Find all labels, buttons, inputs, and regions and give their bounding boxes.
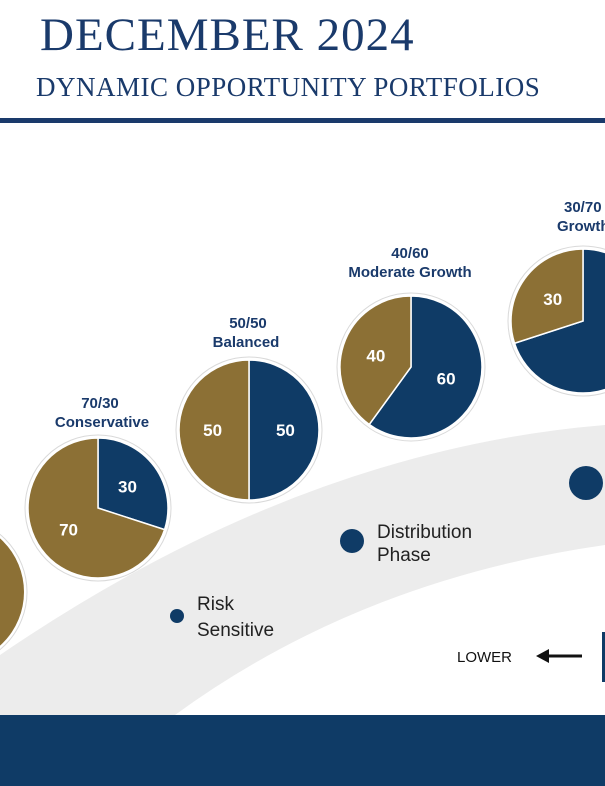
pie-slice <box>0 538 24 646</box>
pie-slice <box>27 437 166 579</box>
axis-lower-label: LOWER <box>457 649 512 666</box>
pie-name-label: Moderate Growth <box>348 264 471 281</box>
scale-bar-edge <box>602 632 605 682</box>
pie-slice <box>178 359 250 501</box>
pie-2: 50 50 <box>175 356 323 504</box>
pie-3: 60 40 <box>336 292 486 442</box>
pie-ratio-label: 50/50 <box>229 315 267 332</box>
page-title: DECEMBER 2024 <box>40 9 415 61</box>
pie-slice <box>339 295 412 426</box>
pie-slice <box>97 437 169 531</box>
point-label: Distribution <box>377 522 472 543</box>
header-divider <box>0 118 605 123</box>
pie-slice <box>368 295 483 439</box>
pie-4: 30 <box>507 245 605 397</box>
pie-slice <box>513 248 605 394</box>
pie-ratio-label: 40/60 <box>391 245 429 262</box>
lower-arrow-icon <box>536 649 549 663</box>
pie-slice-label: 70 <box>59 520 78 539</box>
point-label: Risk <box>197 594 234 615</box>
pie-slice <box>510 248 584 345</box>
pie-slice-label: 50 <box>203 421 222 440</box>
pie-name-label: Conservative <box>55 414 149 431</box>
pie-1: 30 70 <box>24 434 172 582</box>
pie-slice-label: 30 <box>543 290 562 309</box>
point-marker <box>340 529 364 553</box>
pie-slice-label: 50 <box>276 421 295 440</box>
point-label: Sensitive <box>197 620 274 641</box>
pie-ratio-label: 70/30 <box>81 395 119 412</box>
point-marker <box>170 609 184 623</box>
pie-slice-label: 30 <box>118 478 137 497</box>
pie-slice <box>248 359 320 501</box>
page-subtitle: DYNAMIC OPPORTUNITY PORTFOLIOS <box>36 72 541 102</box>
pie-name-label: Balanced <box>213 334 280 351</box>
pie-ratio-label: 30/70 <box>564 199 602 216</box>
pie-0 <box>0 533 28 651</box>
pie-name-label: Growth <box>557 218 605 235</box>
footer-band <box>0 715 605 786</box>
pie-slice-label: 60 <box>437 369 456 388</box>
point-marker <box>569 466 603 500</box>
risk-band <box>0 425 605 715</box>
pie-slice-label: 40 <box>366 347 385 366</box>
point-label: Phase <box>377 545 431 566</box>
